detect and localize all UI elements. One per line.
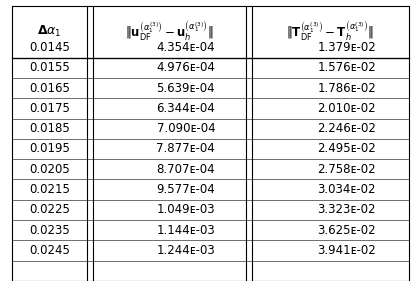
Text: $\|\mathbf{T}_{\mathrm{DF}}^{\left(\alpha_1^{(3)}\right)} - \mathbf{T}_{h}^{\lef: $\|\mathbf{T}_{\mathrm{DF}}^{\left(\alph… — [286, 20, 375, 44]
Text: 5.639ᴇ-04: 5.639ᴇ-04 — [157, 81, 215, 95]
Text: $\|\mathbf{u}_{\mathrm{DF}}^{\left(\alpha_1^{(3)}\right)} - \mathbf{u}_{h}^{\lef: $\|\mathbf{u}_{\mathrm{DF}}^{\left(\alph… — [125, 20, 214, 44]
Text: 0.0205: 0.0205 — [29, 163, 70, 176]
Text: 2.495ᴇ-02: 2.495ᴇ-02 — [318, 142, 376, 155]
Text: 0.0225: 0.0225 — [29, 203, 70, 216]
Text: 2.758ᴇ-02: 2.758ᴇ-02 — [318, 163, 376, 176]
Text: 1.786ᴇ-02: 1.786ᴇ-02 — [318, 81, 376, 95]
Text: 0.0145: 0.0145 — [29, 41, 70, 54]
Text: 1.379ᴇ-02: 1.379ᴇ-02 — [318, 41, 376, 54]
Text: 0.0165: 0.0165 — [29, 81, 70, 95]
Text: 2.010ᴇ-02: 2.010ᴇ-02 — [318, 102, 376, 115]
Text: 4.354ᴇ-04: 4.354ᴇ-04 — [157, 41, 215, 54]
Text: 2.246ᴇ-02: 2.246ᴇ-02 — [318, 122, 376, 135]
Text: 1.244ᴇ-03: 1.244ᴇ-03 — [157, 244, 215, 257]
Text: 0.0235: 0.0235 — [29, 224, 70, 237]
Text: 3.625ᴇ-02: 3.625ᴇ-02 — [318, 224, 376, 237]
Text: 0.0245: 0.0245 — [29, 244, 70, 257]
Text: 1.049ᴇ-03: 1.049ᴇ-03 — [157, 203, 215, 216]
Text: 8.707ᴇ-04: 8.707ᴇ-04 — [157, 163, 215, 176]
Text: 3.941ᴇ-02: 3.941ᴇ-02 — [318, 244, 376, 257]
Text: 1.576ᴇ-02: 1.576ᴇ-02 — [318, 61, 376, 74]
Text: 1.144ᴇ-03: 1.144ᴇ-03 — [157, 224, 215, 237]
Text: 0.0175: 0.0175 — [29, 102, 70, 115]
Text: 0.0215: 0.0215 — [29, 183, 70, 196]
Text: $\mathbf{\Delta}\alpha_1$: $\mathbf{\Delta}\alpha_1$ — [37, 24, 62, 39]
Text: 7.877ᴇ-04: 7.877ᴇ-04 — [157, 142, 215, 155]
Text: 7.090ᴇ-04: 7.090ᴇ-04 — [157, 122, 215, 135]
Text: 3.034ᴇ-02: 3.034ᴇ-02 — [318, 183, 376, 196]
Text: 9.577ᴇ-04: 9.577ᴇ-04 — [157, 183, 215, 196]
Text: 4.976ᴇ-04: 4.976ᴇ-04 — [157, 61, 215, 74]
Text: 0.0195: 0.0195 — [29, 142, 70, 155]
Text: 0.0185: 0.0185 — [29, 122, 70, 135]
Text: 6.344ᴇ-04: 6.344ᴇ-04 — [157, 102, 215, 115]
Text: 0.0155: 0.0155 — [29, 61, 70, 74]
Text: 3.323ᴇ-02: 3.323ᴇ-02 — [318, 203, 376, 216]
